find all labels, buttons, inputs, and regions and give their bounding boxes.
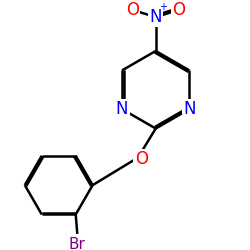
Text: O: O <box>172 1 186 19</box>
Text: +: + <box>159 2 167 12</box>
Text: N: N <box>183 100 196 118</box>
Text: N: N <box>150 8 162 26</box>
Text: O: O <box>126 1 139 19</box>
Text: Br: Br <box>69 237 86 250</box>
Text: N: N <box>116 100 128 118</box>
Text: O: O <box>135 150 148 168</box>
